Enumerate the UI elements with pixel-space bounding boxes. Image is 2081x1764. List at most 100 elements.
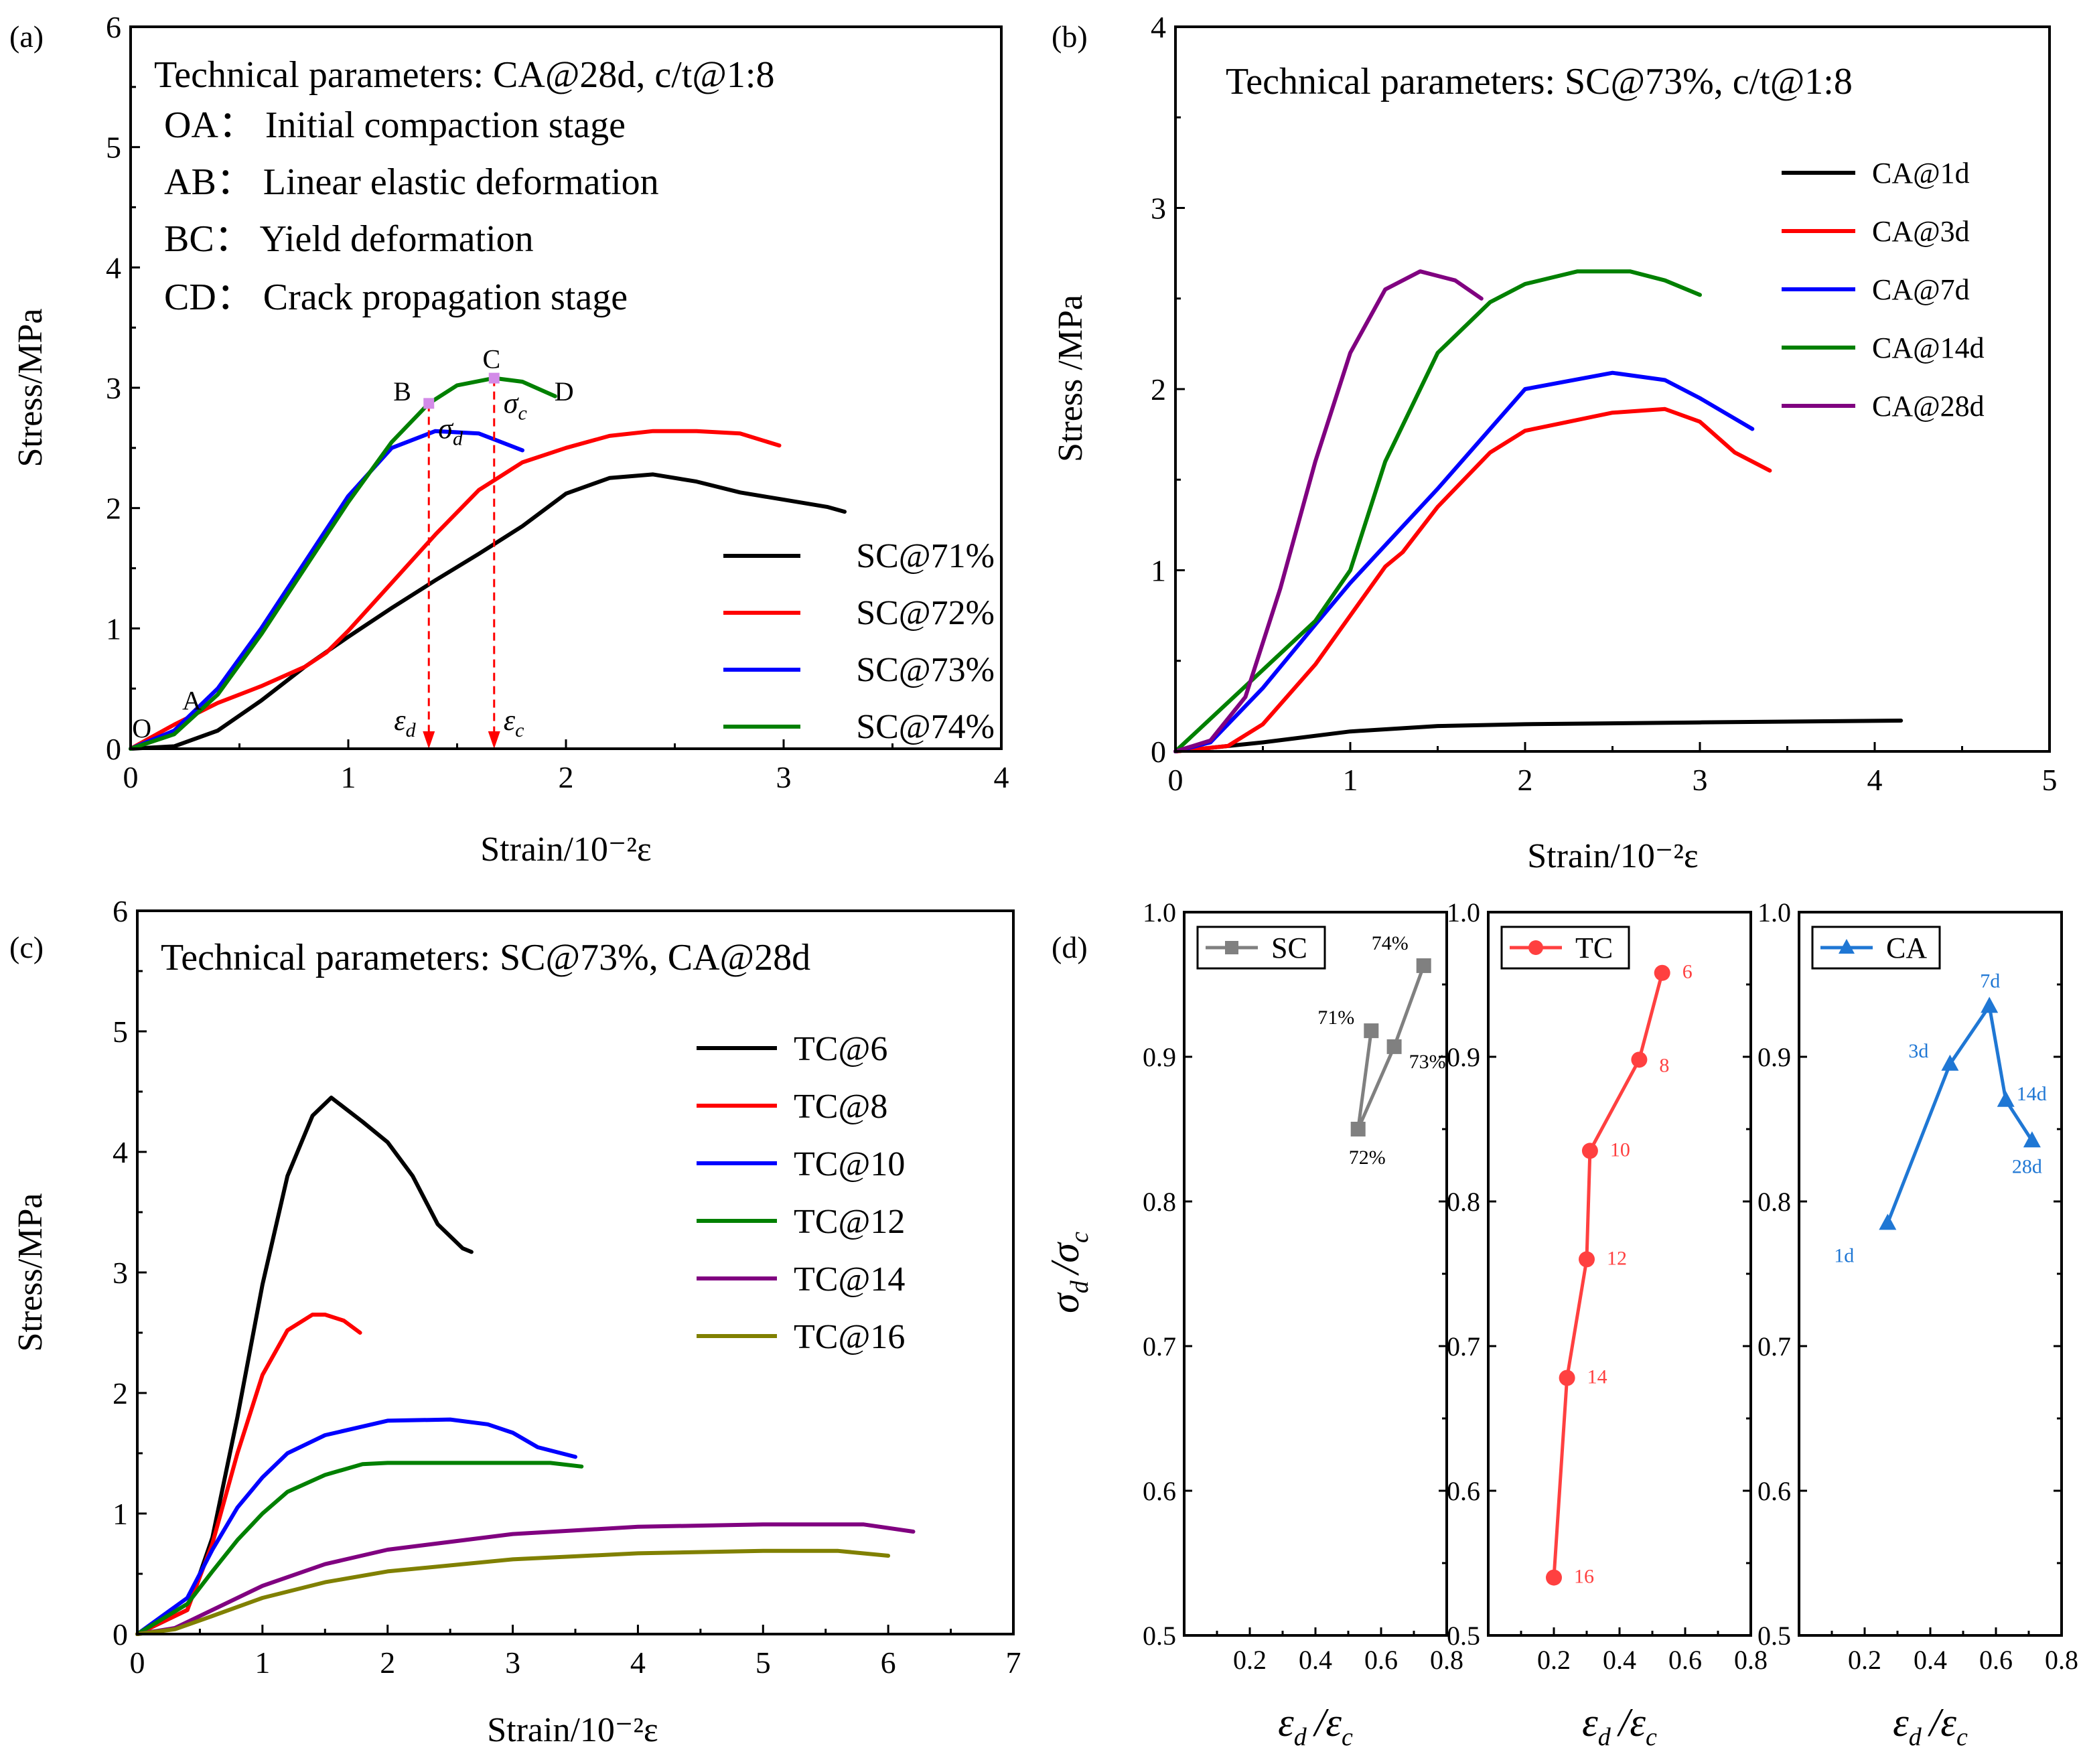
panel-d-xlabel-slash: /ε — [1928, 1700, 1957, 1745]
panel-a-point-label: O — [132, 713, 151, 743]
panel-d-xtick-label: 0.2 — [1233, 1645, 1267, 1675]
panel-d-marker — [1654, 964, 1670, 981]
panel-d-point-label: 28d — [2012, 1155, 2042, 1177]
panel-d-point-label: 71% — [1317, 1007, 1354, 1029]
panel-d-point-label: 16 — [1574, 1566, 1594, 1588]
panel-b-legend-label: CA@14d — [1872, 332, 1985, 364]
panel-a-ylabel: Stress/MPa — [11, 309, 50, 467]
panel-d-ylabel-sub-d: d — [1066, 1280, 1094, 1293]
panel-c-label: (c) — [9, 930, 44, 964]
panel-c-legend: TC@6 TC@8 TC@10 TC@12 TC@14 TC@16 — [697, 1030, 905, 1356]
panel-d-xtick-label: 0.6 — [1979, 1645, 2013, 1675]
panel-a-xlabel: Strain/10⁻²ε — [480, 830, 652, 869]
panel-d-xlabel-eps-d: ε — [1582, 1700, 1598, 1745]
panel-a-point-b-marker — [423, 398, 435, 409]
panel-d-ytick-label: 0.9 — [1143, 1042, 1176, 1072]
panel-b-ytick-label: 0 — [1151, 735, 1166, 769]
panel-a-xtick-label: 1 — [341, 760, 356, 794]
panel-b-ytick-label: 4 — [1151, 10, 1166, 44]
panel-d-xtick-label: 0.4 — [1299, 1645, 1332, 1675]
panel-c-ytick-label: 0 — [113, 1617, 128, 1651]
panel-d-ytick-label: 0.5 — [1757, 1621, 1791, 1651]
panel-d-point-label: 73% — [1409, 1051, 1446, 1073]
panel-d-ylabel: σd/σc — [1043, 1232, 1094, 1313]
panel-d-marker — [1546, 1569, 1562, 1586]
panel-b-xtick-label: 5 — [2042, 763, 2058, 797]
panel-b-label: (b) — [1052, 19, 1088, 54]
panel-b-xlabel: Strain/10⁻²ε — [1527, 837, 1699, 875]
panel-b-legend: CA@1d CA@3d CA@7d CA@14d CA@28d — [1782, 157, 1985, 423]
panel-b-xtick-label: 3 — [1693, 763, 1708, 797]
panel-d-marker — [1581, 1143, 1598, 1159]
panel-a-xtick-label: 4 — [994, 760, 1009, 794]
panel-d-legend-marker — [1225, 941, 1238, 954]
panel-d-ytick-label: 1.0 — [1143, 897, 1176, 928]
panel-d-ytick-label: 0.6 — [1143, 1476, 1176, 1506]
panel-d-point-label: 1d — [1834, 1244, 1854, 1266]
panel-d-marker — [1941, 1054, 1959, 1071]
panel-d-marker — [2023, 1131, 2041, 1148]
panel-d-xlabel: εd/εc — [1582, 1700, 1657, 1751]
panel-c-legend-label: TC@8 — [794, 1088, 887, 1126]
panel-d-legend-label: SC — [1271, 932, 1307, 964]
panel-d-xtick-label: 0.8 — [2045, 1645, 2078, 1675]
panel-a-eps-c-sub: c — [515, 719, 524, 741]
panel-c-xtick-label: 2 — [380, 1645, 395, 1680]
panel-c-ytick-label: 4 — [113, 1135, 128, 1169]
panel-a-series-line — [129, 472, 847, 751]
panel-c-legend-label: TC@12 — [794, 1203, 905, 1241]
panel-a-point-label: B — [393, 376, 411, 407]
panel-d: (d) 71% 72% 73% 74% 0.5 0.6 0.7 0.8 0.9 1.0 0.2 0.4… — [1043, 897, 2078, 1751]
panel-d-xtick-label: 0.6 — [1364, 1645, 1398, 1675]
panel-d-ytick-label: 0.6 — [1447, 1476, 1480, 1506]
panel-d-ytick-label: 0.7 — [1757, 1331, 1791, 1362]
panel-d-point-label: 72% — [1349, 1147, 1386, 1169]
panel-d-series-line — [1552, 972, 1664, 1578]
panel-a-ytick-label: 5 — [106, 131, 121, 165]
panel-c-legend-label: TC@10 — [794, 1145, 905, 1183]
panel-d-point-label: 74% — [1372, 932, 1409, 954]
panel-d-ytick-label: 0.7 — [1143, 1331, 1176, 1362]
panel-b-legend-label: CA@7d — [1872, 273, 1970, 306]
panel-d-marker — [1364, 1023, 1379, 1039]
panel-b-ytick-label: 3 — [1151, 192, 1166, 226]
panel-c-series-line — [135, 1548, 891, 1636]
panel-c-legend-label: TC@14 — [794, 1260, 905, 1299]
panel-d-point-label: 10 — [1610, 1138, 1630, 1161]
panel-d-xlabel-eps-d: ε — [1278, 1700, 1294, 1745]
panel-a-stage-oa: OA： Initial compaction stage — [164, 104, 626, 146]
panel-d-xtick-label: 0.2 — [1848, 1645, 1881, 1675]
panel-a-point-c-marker — [488, 372, 500, 384]
panel-d-xlabel-slash: /ε — [1617, 1700, 1646, 1745]
panel-d-marker — [1416, 958, 1431, 973]
panel-b-ytick-label: 2 — [1151, 372, 1166, 407]
panel-d-ylabel-sigma-d: σ — [1043, 1292, 1087, 1313]
panel-a-ytick-label: 1 — [106, 611, 121, 646]
panel-a-sigma-c-main: σ — [504, 387, 520, 420]
panel-a-sigma-c: σc — [504, 387, 527, 425]
panel-d-marker — [1997, 1090, 2015, 1107]
panel-a-sigma-d: σd — [438, 412, 463, 449]
panel-b-series-line — [1173, 269, 1484, 753]
panel-c-title: Technical parameters: SC@73%, CA@28d — [161, 937, 810, 978]
panel-c-xtick-label: 0 — [130, 1645, 145, 1680]
panel-d-xlabel: εd/εc — [1893, 1700, 1968, 1751]
panel-b-ytick-label: 1 — [1151, 554, 1166, 588]
panel-d-xtick-label: 0.4 — [1603, 1645, 1636, 1675]
panel-c-series-line — [135, 1461, 584, 1636]
panel-c-xtick-label: 6 — [881, 1645, 896, 1680]
panel-d-ytick-label: 0.8 — [1757, 1187, 1791, 1217]
panel-c-xtick-label: 5 — [756, 1645, 771, 1680]
panel-a-stage-ab: AB： Linear elastic deformation — [164, 161, 659, 203]
panel-d-xlabel: εd/εc — [1278, 1700, 1353, 1751]
panel-a-stage-cd: CD： Crack propagation stage — [164, 277, 628, 318]
panel-a-legend-label: SC@73% — [856, 651, 995, 689]
panel-b-legend-label: CA@1d — [1872, 157, 1970, 190]
panel-a-stage-bc: BC： Yield deformation — [164, 218, 534, 260]
panel-a-eps-c-arrowhead — [488, 731, 500, 749]
panel-d-xlabel-slash: /ε — [1313, 1700, 1342, 1745]
panel-a-label: (a) — [9, 19, 44, 54]
